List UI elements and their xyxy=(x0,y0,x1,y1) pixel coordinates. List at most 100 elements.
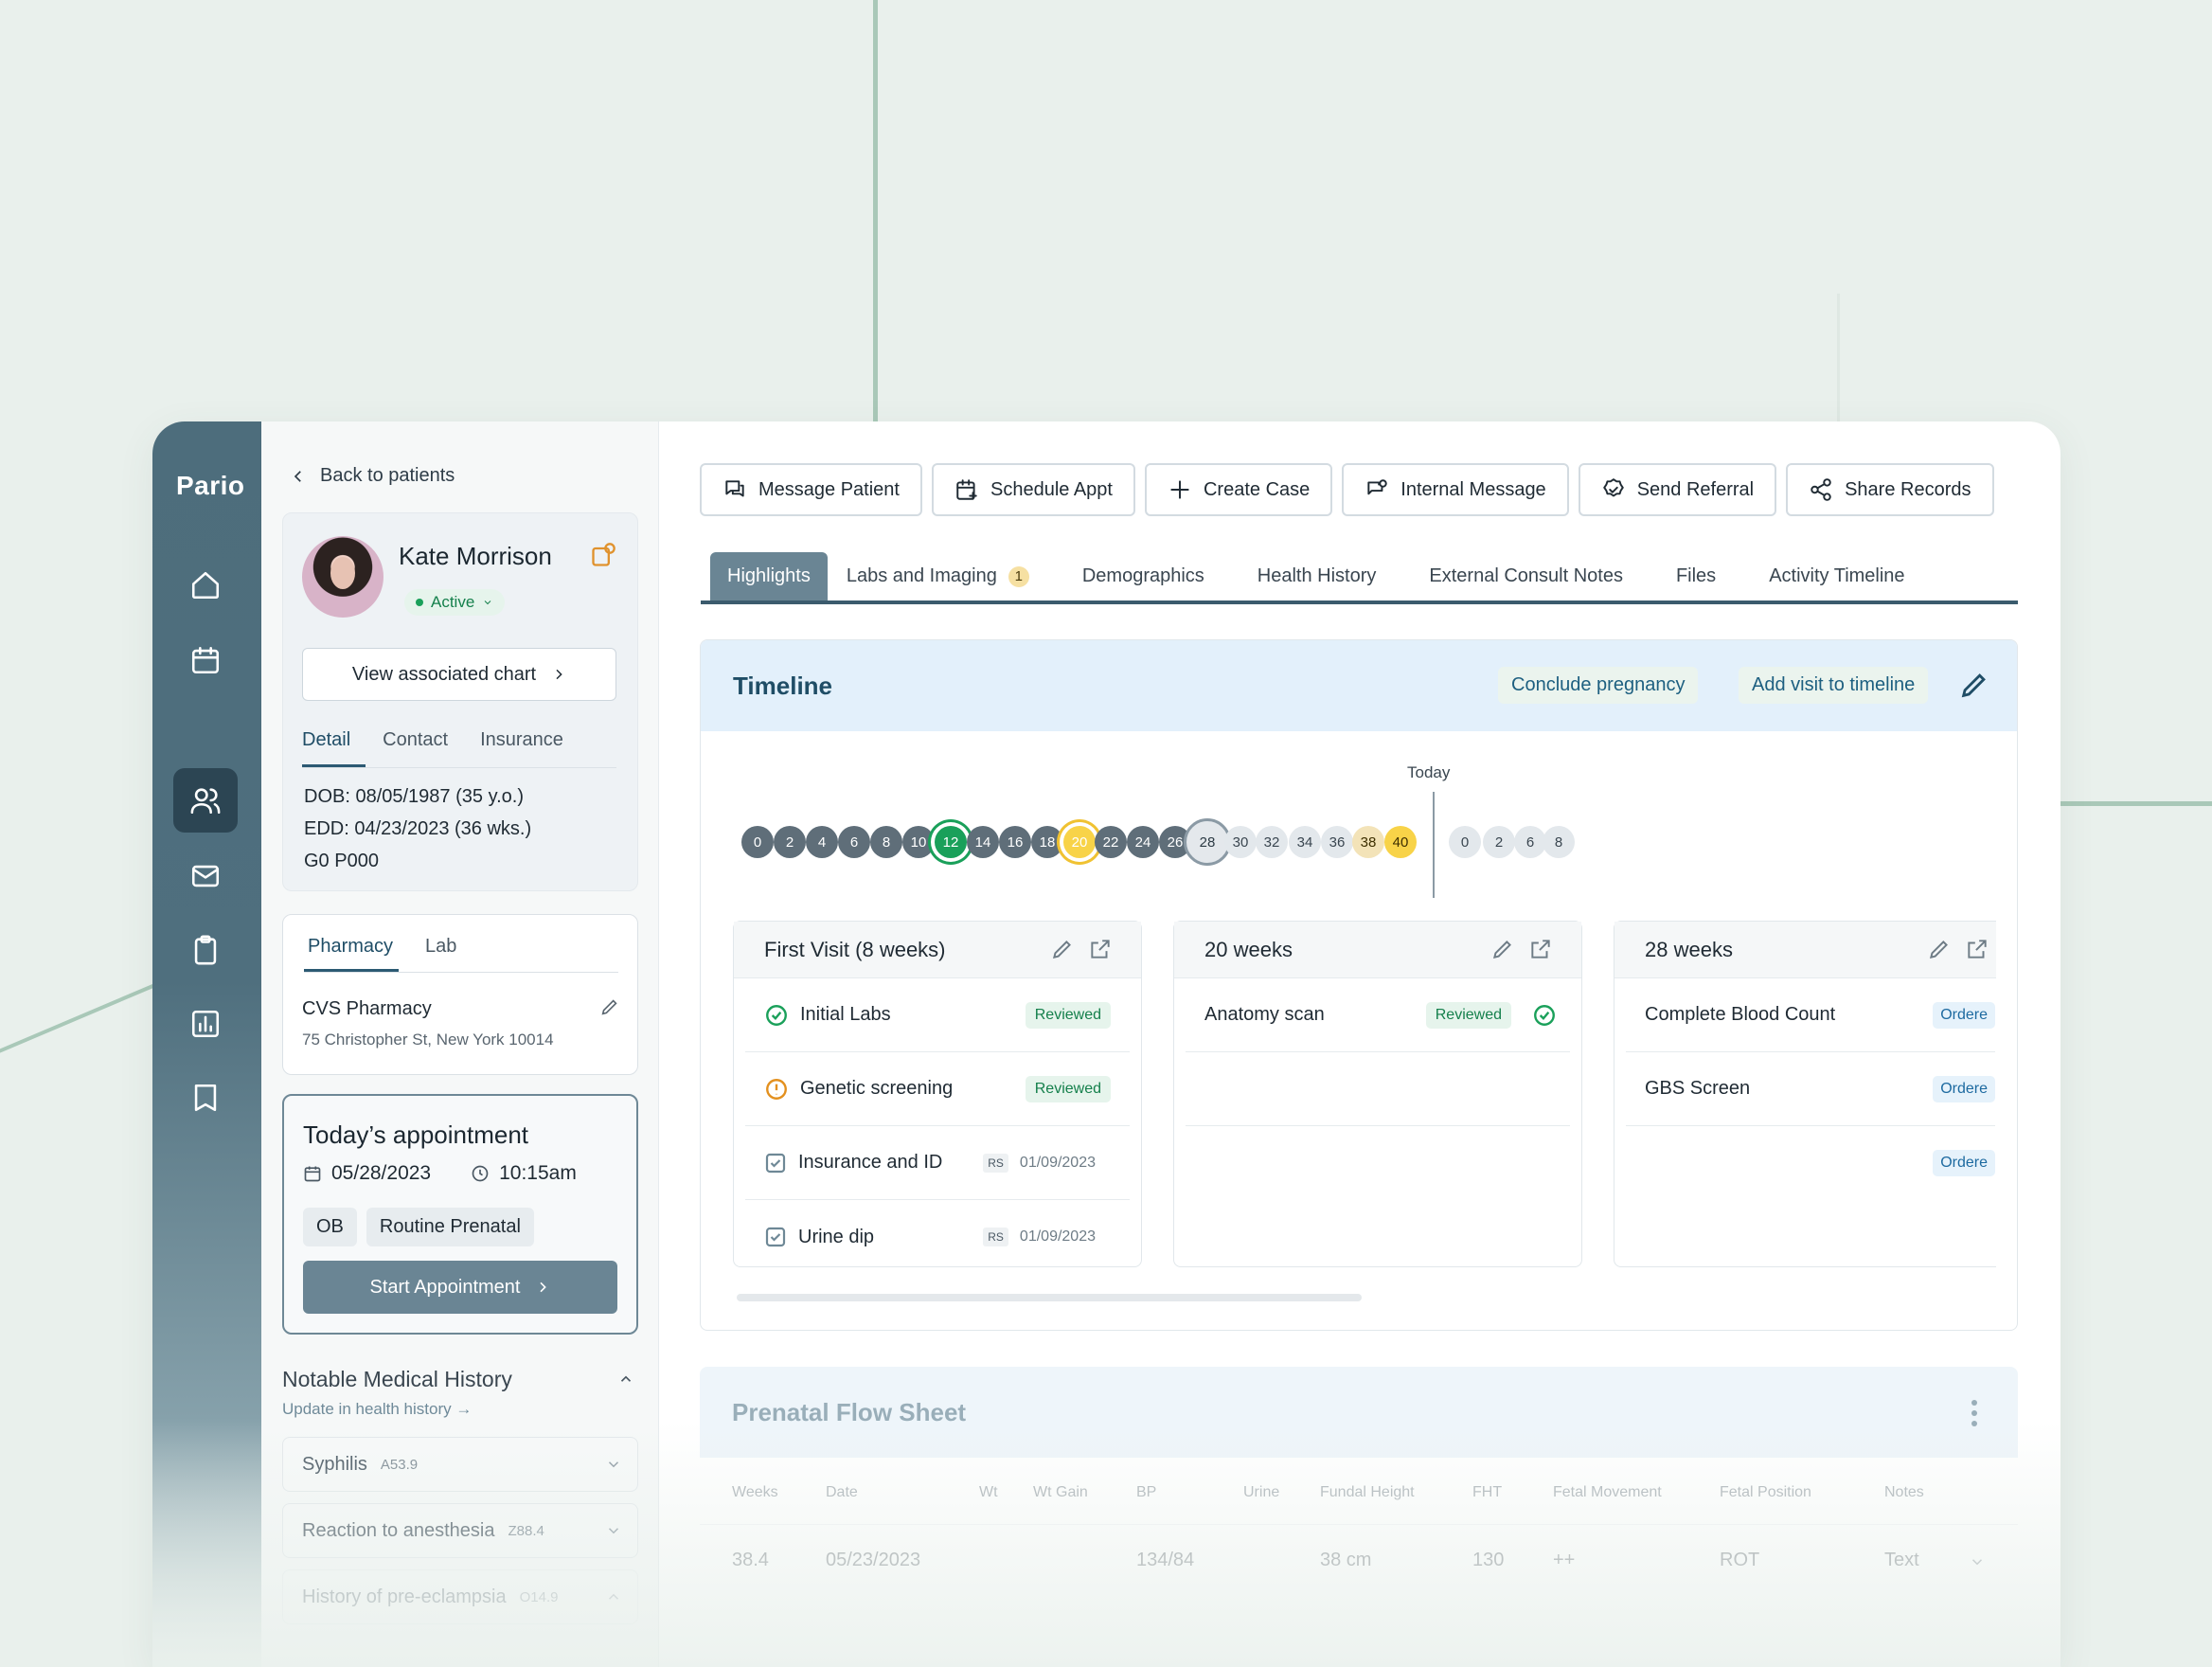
cell-fundal-height: 38 cm xyxy=(1320,1550,1372,1570)
history-item[interactable]: Syphilis A53.9 xyxy=(282,1437,638,1492)
conclude-pregnancy-button[interactable]: Conclude pregnancy xyxy=(1498,667,1699,704)
week-marker[interactable]: 0 xyxy=(1449,826,1481,858)
nav-patients[interactable] xyxy=(173,768,238,833)
nav-messages[interactable] xyxy=(173,844,238,908)
nav-home[interactable] xyxy=(173,553,238,618)
pencil-icon[interactable] xyxy=(1490,937,1515,961)
status-badge: Ordere xyxy=(1933,1001,1995,1029)
start-appointment-button[interactable]: Start Appointment xyxy=(303,1261,617,1314)
visit-item[interactable]: Complete Blood Count Ordere xyxy=(1626,978,1995,1052)
back-to-patients-link[interactable]: Back to patients xyxy=(290,465,455,487)
external-link-icon[interactable] xyxy=(1088,937,1113,961)
week-marker[interactable]: 34 xyxy=(1289,826,1321,858)
chat-icon xyxy=(725,480,744,497)
week-marker[interactable]: 10 xyxy=(902,826,935,858)
week-marker[interactable]: 4 xyxy=(806,826,838,858)
week-marker[interactable]: 12 xyxy=(935,826,967,858)
tab-highlights[interactable]: Highlights xyxy=(710,552,828,600)
week-marker[interactable]: 8 xyxy=(1543,826,1575,858)
visit-item[interactable]: GBS Screen Ordere xyxy=(1626,1052,1995,1126)
pencil-icon[interactable] xyxy=(1050,937,1075,961)
external-link-icon[interactable] xyxy=(1965,937,1989,961)
week-marker[interactable]: 22 xyxy=(1095,826,1127,858)
tab-contact[interactable]: Contact xyxy=(383,729,449,750)
status-badge[interactable]: Active xyxy=(404,589,506,616)
pencil-icon[interactable] xyxy=(1927,937,1952,961)
week-marker[interactable]: 2 xyxy=(774,826,806,858)
visit-item-label: Anatomy scan xyxy=(1204,1004,1325,1025)
more-menu-button[interactable] xyxy=(1971,1399,1978,1434)
week-marker[interactable]: 8 xyxy=(870,826,902,858)
create-case-button[interactable]: Create Case xyxy=(1144,463,1333,516)
tab-health-history[interactable]: Health History xyxy=(1231,565,1403,600)
nav-reports[interactable] xyxy=(173,992,238,1056)
tab-labs-and-imaging[interactable]: Labs and Imaging 1 xyxy=(847,565,1056,600)
notable-history-title: Notable Medical History xyxy=(282,1367,512,1391)
tab-pharmacy[interactable]: Pharmacy xyxy=(304,936,400,972)
table-row[interactable]: 38.4 05/23/2023 134/84 38 cm 130 ++ ROT … xyxy=(700,1524,2018,1598)
patient-flag-icon[interactable] xyxy=(590,542,616,568)
send-referral-button[interactable]: Send Referral xyxy=(1578,463,1777,516)
chevron-down-icon[interactable] xyxy=(1969,1553,1986,1570)
flow-sheet-columns: Weeks Date Wt Wt Gain BP Urine Fundal He… xyxy=(700,1458,2018,1524)
visit-item[interactable]: Anatomy scan Reviewed xyxy=(1186,978,1570,1052)
week-marker[interactable]: 40 xyxy=(1384,826,1417,858)
tab-label: Health History xyxy=(1257,565,1377,586)
checkbox-icon[interactable] xyxy=(764,1152,787,1174)
start-appointment-label: Start Appointment xyxy=(369,1276,521,1298)
week-marker[interactable]: 18 xyxy=(1031,826,1063,858)
tab-activity-timeline[interactable]: Activity Timeline xyxy=(1742,565,1931,600)
history-item[interactable]: History of pre-eclampsia O14.9 xyxy=(282,1569,638,1624)
history-item[interactable]: Reaction to anesthesia Z88.4 xyxy=(282,1503,638,1558)
week-marker[interactable]: 32 xyxy=(1256,826,1288,858)
week-marker[interactable]: 30 xyxy=(1224,826,1257,858)
pharmacy-name: CVS Pharmacy xyxy=(302,998,432,1019)
view-associated-chart-button[interactable]: View associated chart xyxy=(302,648,616,701)
week-marker[interactable]: 14 xyxy=(967,826,999,858)
week-marker[interactable]: 20 xyxy=(1063,826,1096,858)
week-marker[interactable]: 0 xyxy=(741,826,774,858)
update-health-history-link[interactable]: Update in health history → xyxy=(282,1400,473,1418)
external-link-icon[interactable] xyxy=(1528,937,1553,961)
patient-details: DOB: 08/05/1987 (35 y.o.) EDD: 04/23/202… xyxy=(304,780,531,877)
collapse-history-button[interactable] xyxy=(617,1371,634,1392)
week-marker[interactable]: 6 xyxy=(1514,826,1546,858)
cell-fetal-position: ROT xyxy=(1720,1550,1760,1570)
visit-item[interactable]: Ordere xyxy=(1626,1126,1995,1200)
tab-files[interactable]: Files xyxy=(1650,565,1742,600)
week-marker[interactable]: 16 xyxy=(999,826,1031,858)
tab-label: Labs and Imaging xyxy=(846,565,997,586)
visit-item[interactable]: Insurance and ID RS 01/09/2023 xyxy=(745,1126,1130,1200)
nav-tasks[interactable] xyxy=(173,918,238,982)
visit-item[interactable]: Urine dip RS 01/09/2023 xyxy=(745,1200,1130,1267)
edit-pharmacy-button[interactable] xyxy=(599,996,620,1022)
visit-item[interactable]: Initial Labs Reviewed xyxy=(745,978,1130,1052)
schedule-appt-button[interactable]: Schedule Appt xyxy=(931,463,1135,516)
checkbox-icon[interactable] xyxy=(764,1226,787,1248)
tab-insurance[interactable]: Insurance xyxy=(480,729,563,750)
nav-calendar[interactable] xyxy=(173,628,238,692)
item-meta: RS 01/09/2023 xyxy=(983,1228,1096,1246)
week-marker[interactable]: 24 xyxy=(1127,826,1159,858)
tab-detail[interactable]: Detail xyxy=(302,724,366,767)
edit-timeline-button[interactable] xyxy=(1958,669,1990,706)
tab-demographics[interactable]: Demographics xyxy=(1056,565,1231,600)
internal-message-button[interactable]: Internal Message xyxy=(1342,463,1569,516)
tab-external-consult-notes[interactable]: External Consult Notes xyxy=(1402,565,1650,600)
message-patient-button[interactable]: Message Patient xyxy=(700,463,922,516)
add-visit-button[interactable]: Add visit to timeline xyxy=(1739,667,1929,704)
visit-item[interactable]: Genetic screening Reviewed xyxy=(745,1052,1130,1126)
share-records-button[interactable]: Share Records xyxy=(1786,463,1994,516)
clock-icon xyxy=(472,1165,489,1182)
week-marker[interactable]: 2 xyxy=(1483,826,1515,858)
mail-icon xyxy=(191,865,220,887)
week-marker[interactable]: 36 xyxy=(1321,826,1353,858)
gravida-para: G0 P000 xyxy=(304,851,379,871)
horizontal-scrollbar[interactable] xyxy=(737,1294,1362,1301)
week-marker[interactable]: 38 xyxy=(1352,826,1384,858)
appointment-reason-chip: Routine Prenatal xyxy=(366,1208,534,1246)
nav-library[interactable] xyxy=(173,1066,238,1130)
tab-lab[interactable]: Lab xyxy=(425,936,457,957)
week-marker[interactable]: 6 xyxy=(838,826,870,858)
visit-title: First Visit (8 weeks) xyxy=(764,937,946,961)
